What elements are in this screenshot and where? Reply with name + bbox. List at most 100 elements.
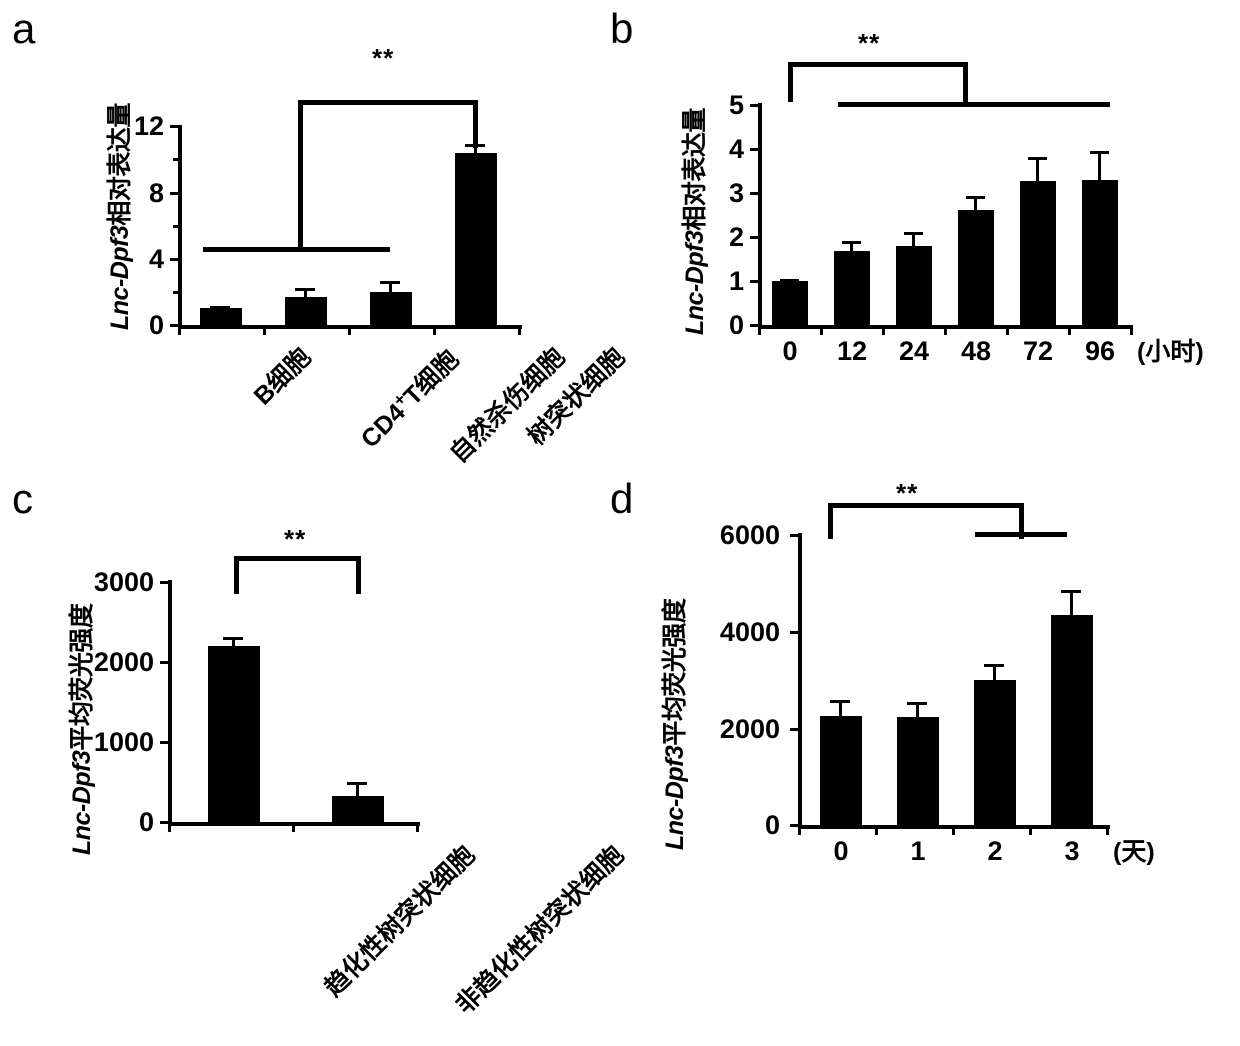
panel-a-ytick-label-8: 8 xyxy=(148,178,164,208)
panel-b-xtick-label-2: 24 xyxy=(898,336,930,366)
panel-c-bar-0 xyxy=(208,646,260,822)
panel-b-ytick-label-0: 0 xyxy=(728,310,744,340)
panel-d-xtick-4 xyxy=(1106,827,1109,835)
panel-b-xtick-label-3: 48 xyxy=(960,336,992,366)
panel-a-ytick-minor-2 xyxy=(173,291,179,294)
panel-a-xtick-1 xyxy=(263,327,266,335)
panel-b-ytick-label-2: 2 xyxy=(728,222,744,252)
panel-c-xcat-0: 趋化性树突状细胞 xyxy=(319,840,481,1002)
panel-a-bracket-top xyxy=(298,100,478,105)
panel-b-error-cap-2 xyxy=(904,232,923,235)
panel-c-xtick-2 xyxy=(416,824,419,832)
panel-a-ytick-minor-10 xyxy=(173,158,179,161)
panel-a-xtick-0 xyxy=(178,327,181,335)
panel-a-ytick-label-12: 12 xyxy=(133,111,164,141)
panel-a-ytick-4 xyxy=(170,258,179,261)
panel-d-error-cap-3 xyxy=(1061,590,1081,593)
panel-c-ytick-label-3000: 3000 xyxy=(93,567,154,597)
panel-a: a Lnc-Dpf3相对表达量 12 8 4 0 xyxy=(0,0,630,470)
panel-d-error-cap-0 xyxy=(830,700,850,703)
panel-b-bar-2 xyxy=(896,246,932,325)
panel-b-letter: b xyxy=(610,5,634,52)
panel-b-error-cap-4 xyxy=(1028,157,1047,160)
panel-a-error-stem-1 xyxy=(304,288,307,298)
panel-a-letter: a xyxy=(12,5,36,52)
panel-d-bar-0 xyxy=(820,716,862,825)
panel-c-error-cap-0 xyxy=(223,637,243,640)
panel-d-error-cap-1 xyxy=(907,702,927,705)
panel-a-bracket-left-drop xyxy=(298,100,303,250)
panel-d-letter: d xyxy=(610,475,634,522)
panel-b-xtick-2 xyxy=(882,327,885,335)
panel-c: c Lnc-Dpf3平均荧光强度 3000 2000 1000 0 xyxy=(0,470,629,1046)
panel-d: d Lnc-Dpf3平均荧光强度 6000 4000 2000 0 xyxy=(600,470,1240,1046)
panel-c-bracket-right-drop xyxy=(356,556,361,594)
panel-d-error-stem-3 xyxy=(1070,591,1073,616)
panel-d-ytick-label-6000: 6000 xyxy=(719,520,780,550)
panel-c-ytick-label-0: 0 xyxy=(138,807,154,837)
panel-d-ytick-label-4000: 4000 xyxy=(719,617,780,647)
panel-b-ytick-2 xyxy=(750,236,759,239)
panel-a-bar-3 xyxy=(455,153,497,325)
panel-a-ytick-label-4: 4 xyxy=(148,244,164,274)
panel-d-bracket-right-drop xyxy=(1019,503,1024,539)
panel-b-unit-label: (小时) xyxy=(1137,338,1204,366)
panel-b-xtick-3 xyxy=(944,327,947,335)
panel-c-bar-1 xyxy=(332,796,384,822)
panel-a-xtick-4 xyxy=(518,327,521,335)
panel-a-bracket-group-line xyxy=(203,247,390,252)
panel-b-ytick-label-3: 3 xyxy=(728,178,744,208)
panel-a-error-stem-2 xyxy=(389,281,392,293)
panel-d-ytick-2000 xyxy=(790,728,799,731)
panel-a-error-cap-2 xyxy=(380,281,400,284)
panel-c-ytick-label-1000: 1000 xyxy=(93,727,154,757)
panel-c-ytick-label-2000: 2000 xyxy=(93,647,154,677)
panel-b-xtick-label-0: 0 xyxy=(782,336,798,366)
panel-d-ytick-label-2000: 2000 xyxy=(719,714,780,744)
panel-a-ytick-8 xyxy=(170,192,179,195)
panel-b-ytick-4 xyxy=(750,148,759,151)
panel-b-xtick-0 xyxy=(758,327,761,335)
panel-d-xtick-2 xyxy=(952,827,955,835)
panel-b-xtick-6 xyxy=(1130,327,1133,335)
panel-b-plot: 5 4 3 2 1 0 xyxy=(600,0,1240,470)
panel-c-ytick-0 xyxy=(160,821,169,824)
panel-b-error-stem-2 xyxy=(912,233,915,247)
panel-a-bar-1 xyxy=(285,297,327,325)
panel-b-ytick-label-5: 5 xyxy=(728,90,744,120)
panel-a-bracket-right-drop xyxy=(473,100,478,148)
panel-b-bracket-group-line xyxy=(838,102,1110,107)
panel-a-xtick-3 xyxy=(433,327,436,335)
panel-d-plot: 6000 4000 2000 0 xyxy=(600,470,1240,1046)
panel-c-ytick-3000 xyxy=(160,581,169,584)
panel-b-error-stem-5 xyxy=(1098,152,1101,181)
panel-d-bracket-group-line xyxy=(975,532,1067,537)
panel-a-ytick-12 xyxy=(170,125,179,128)
panel-b-xtick-label-4: 72 xyxy=(1022,336,1054,366)
panel-c-bracket-top xyxy=(234,556,361,561)
panel-c-xtick-0 xyxy=(168,824,171,832)
panel-d-ytick-0 xyxy=(790,824,799,827)
panel-d-xtick-label-1: 1 xyxy=(910,836,926,866)
panel-d-xtick-label-0: 0 xyxy=(833,836,849,866)
panel-c-letter: c xyxy=(12,475,33,522)
panel-a-xcat-1: CD4+T细胞 xyxy=(355,344,465,454)
panel-c-bracket-left-drop xyxy=(234,556,239,594)
panel-a-error-cap-0 xyxy=(210,306,230,309)
panel-b-bar-1 xyxy=(834,251,870,325)
panel-c-ytick-1000 xyxy=(160,741,169,744)
panel-b-significance-stars: ** xyxy=(858,28,881,58)
panel-b-bar-0 xyxy=(772,281,808,325)
panel-a-y-axis-line xyxy=(178,125,182,327)
panel-c-ytick-2000 xyxy=(160,661,169,664)
panel-c-xtick-1 xyxy=(292,824,295,832)
panel-a-significance-stars: ** xyxy=(372,43,395,73)
panel-d-bracket-left-drop xyxy=(828,503,833,539)
panel-d-error-stem-1 xyxy=(916,703,919,718)
panel-d-xtick-0 xyxy=(798,827,801,835)
panel-b: b Lnc-Dpf3相对表达量 5 4 3 2 1 0 xyxy=(600,0,1240,470)
panel-d-unit-label: (天) xyxy=(1113,838,1155,866)
panel-d-xtick-label-3: 3 xyxy=(1064,836,1080,866)
panel-c-error-stem-1 xyxy=(356,783,359,797)
